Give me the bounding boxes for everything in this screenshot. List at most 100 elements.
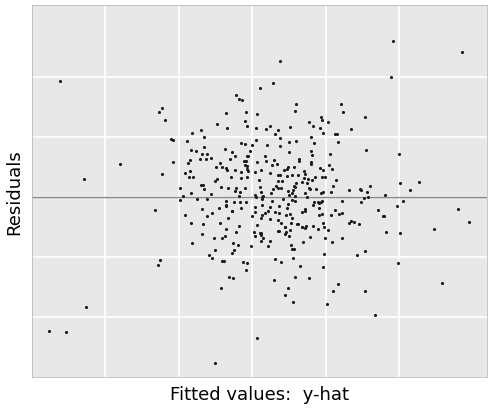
Point [366, 184, 374, 190]
Point [241, 162, 248, 169]
Point [285, 211, 293, 218]
Point [291, 198, 299, 205]
Point [199, 221, 207, 227]
Point [276, 229, 283, 235]
Point [288, 173, 296, 179]
Point [266, 238, 274, 245]
Point [262, 158, 270, 165]
Point [222, 110, 230, 117]
Point [295, 156, 303, 163]
Point [274, 173, 282, 179]
Point [237, 169, 245, 176]
Point [261, 210, 269, 217]
Point [255, 177, 263, 184]
Point [198, 206, 206, 213]
Point [339, 198, 347, 204]
Point [82, 303, 90, 310]
Point [218, 236, 226, 242]
Point [230, 247, 238, 253]
Point [307, 149, 315, 155]
Point [225, 274, 233, 280]
Point [347, 218, 355, 225]
Point [45, 328, 53, 335]
Point [327, 189, 335, 196]
Point [189, 174, 197, 180]
Point [212, 164, 220, 171]
Point [301, 209, 309, 215]
Point [257, 189, 265, 196]
Point [335, 211, 343, 218]
Point [307, 135, 315, 141]
Point [241, 141, 248, 148]
Point [257, 233, 265, 239]
Point [339, 235, 347, 241]
Point [248, 213, 256, 220]
Point [313, 186, 320, 193]
Point [210, 235, 218, 242]
Point [291, 184, 299, 191]
Point [211, 179, 219, 185]
Point [216, 220, 224, 226]
Point [301, 191, 309, 197]
Point [238, 141, 246, 147]
Point [169, 159, 177, 166]
Point [253, 160, 261, 166]
Point [228, 208, 236, 214]
Point [316, 200, 323, 207]
Point [179, 193, 187, 200]
Point [181, 171, 189, 177]
Point [235, 223, 243, 230]
Point [458, 49, 465, 56]
Point [337, 101, 345, 108]
Point [379, 213, 387, 220]
Point [181, 212, 189, 219]
Point [380, 213, 388, 220]
Point [276, 144, 283, 150]
Point [232, 93, 240, 99]
Point [243, 166, 251, 173]
Point [188, 131, 196, 137]
Point [301, 206, 309, 213]
Point [277, 259, 285, 266]
Point [257, 238, 265, 244]
Point [243, 124, 251, 130]
Point [306, 186, 314, 193]
Point [300, 175, 308, 182]
Point [309, 124, 317, 130]
Point [356, 187, 364, 193]
Point [229, 275, 237, 281]
Point [439, 280, 447, 287]
Point [259, 193, 267, 199]
Point [319, 189, 327, 196]
Point [253, 111, 261, 118]
Point [328, 239, 336, 246]
Point [315, 205, 323, 212]
Point [329, 288, 337, 295]
Point [274, 178, 282, 185]
Point [283, 166, 291, 173]
Point [258, 212, 266, 219]
Point [387, 74, 395, 81]
Point [251, 209, 259, 216]
Point [192, 148, 200, 155]
Point [161, 118, 169, 124]
Point [291, 274, 299, 280]
Point [281, 231, 288, 238]
Point [228, 250, 236, 257]
Point [223, 125, 231, 132]
Point [217, 285, 225, 291]
Point [198, 151, 206, 157]
Point [287, 220, 295, 227]
Point [286, 227, 294, 234]
Point [346, 187, 353, 194]
Point [244, 153, 252, 160]
Point [315, 212, 322, 219]
Point [248, 142, 256, 149]
Point [325, 162, 333, 169]
Point [215, 205, 223, 212]
Point [311, 199, 318, 205]
Point [396, 231, 404, 237]
Point [218, 164, 226, 171]
Point [306, 234, 314, 241]
Point [243, 200, 250, 206]
